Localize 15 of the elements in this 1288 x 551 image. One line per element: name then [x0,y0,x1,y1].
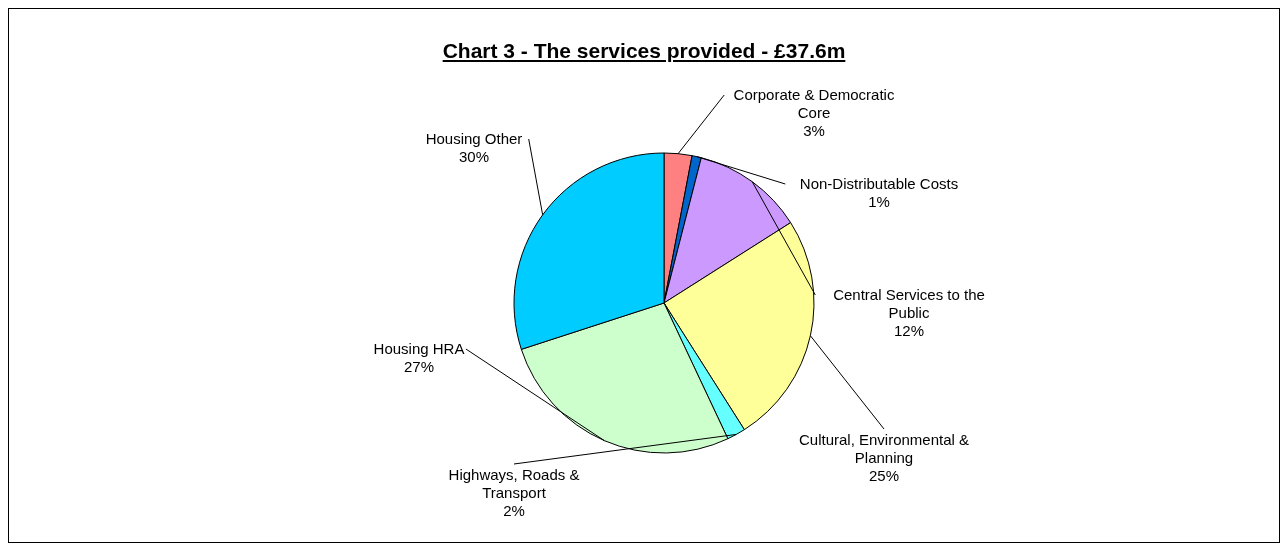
data-label: 3% [803,122,825,139]
slice-label: Highways, Roads & Transport [448,466,580,501]
chart-title: Chart 3 - The services provided - £37.6m [441,39,847,63]
slice-label: Housing Other [425,130,523,147]
data-label: 25% [868,467,900,484]
slice-label: Central Services to the Public [833,286,985,321]
slice-label: Non-Distributable Costs [799,175,959,192]
slice-label: Cultural, Environmental & Planning [798,431,970,466]
data-label: 12% [893,322,925,339]
data-label: 1% [868,193,890,210]
data-label: 27% [403,358,435,375]
data-label: 2% [503,502,525,519]
slice-label: Corporate & Democratic Core [733,86,895,121]
slice-label: Housing HRA [373,340,465,357]
data-label: 30% [458,148,490,165]
